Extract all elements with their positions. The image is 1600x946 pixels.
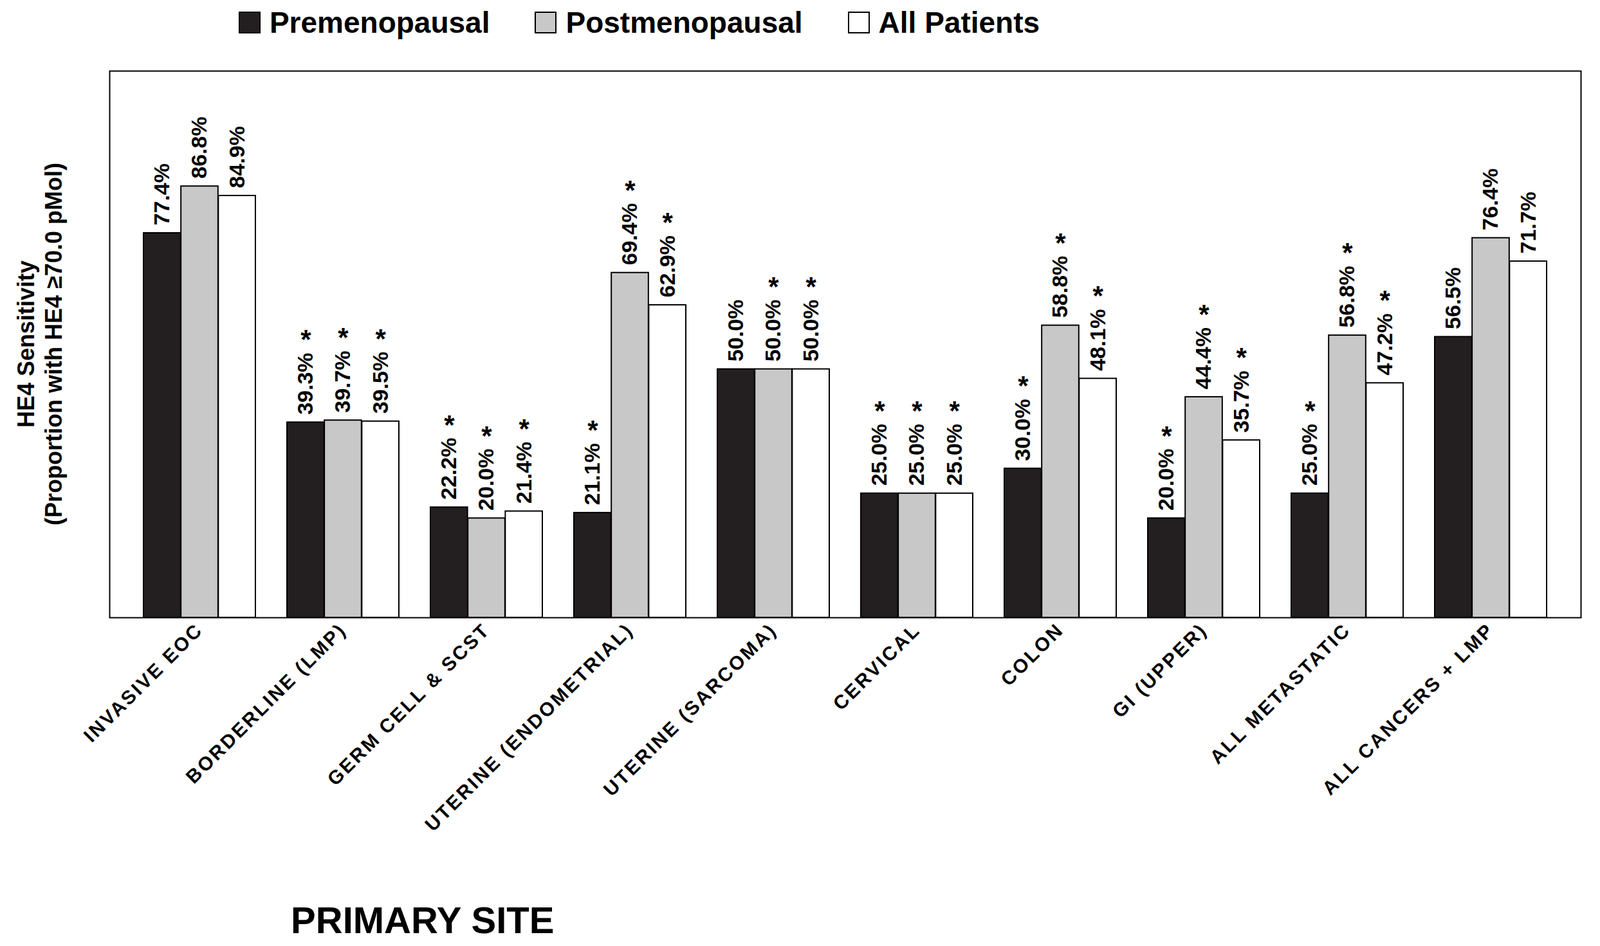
svg-text:20.0%: 20.0%	[473, 449, 498, 511]
svg-text:INVASIVE EOC: INVASIVE EOC	[79, 618, 207, 747]
svg-text:76.4%: 76.4%	[1477, 168, 1503, 231]
svg-text:25.0%: 25.0%	[866, 423, 892, 486]
svg-text:50.0%: 50.0%	[798, 299, 823, 362]
svg-text:BORDERLINE (LMP): BORDERLINE (LMP)	[181, 618, 350, 788]
svg-text:39.5%: 39.5%	[367, 351, 393, 414]
svg-text:*: *	[874, 395, 886, 426]
svg-text:86.8%: 86.8%	[186, 116, 212, 179]
svg-text:50.0%: 50.0%	[723, 299, 748, 362]
svg-text:*: *	[1161, 420, 1173, 451]
svg-text:35.7%: 35.7%	[1228, 370, 1254, 433]
svg-text:*: *	[1055, 227, 1067, 258]
svg-text:*: *	[806, 271, 818, 302]
svg-text:39.7%: 39.7%	[330, 350, 355, 413]
svg-text:GI (UPPER): GI (UPPER)	[1107, 618, 1211, 722]
svg-text:25.0%: 25.0%	[903, 423, 929, 486]
svg-text:*: *	[768, 271, 780, 302]
svg-text:*: *	[519, 413, 531, 444]
svg-text:*: *	[1236, 342, 1248, 373]
svg-text:20.0%: 20.0%	[1153, 449, 1178, 511]
svg-text:*: *	[1342, 237, 1353, 268]
svg-text:39.3%: 39.3%	[292, 352, 318, 415]
svg-text:77.4%: 77.4%	[149, 163, 174, 226]
svg-text:*: *	[443, 409, 455, 441]
svg-text:*: *	[949, 395, 961, 426]
html-text:Postmenopausal: Postmenopausal	[565, 5, 803, 40]
html-text:PRIMARY SITE: PRIMARY SITE	[290, 899, 555, 941]
svg-text:*: *	[911, 395, 923, 426]
svg-text:*: *	[481, 420, 493, 451]
svg-text:*: *	[1093, 280, 1104, 311]
svg-text:*: *	[587, 414, 599, 446]
svg-text:25.0%: 25.0%	[941, 423, 967, 486]
svg-text:44.4%: 44.4%	[1190, 327, 1216, 390]
html-text:HE4 Sensitivity (Proportion wi: HE4 Sensitivity (Proportion with HE4 ≥70…	[12, 162, 67, 526]
svg-text:56.5%: 56.5%	[1440, 267, 1465, 330]
html-text:Premenopausal: Premenopausal	[269, 5, 490, 40]
svg-text:50.0%: 50.0%	[760, 299, 785, 362]
svg-text:*: *	[1304, 395, 1316, 426]
svg-text:84.9%: 84.9%	[224, 126, 249, 188]
svg-text:*: *	[375, 323, 387, 354]
svg-text:*: *	[624, 174, 636, 206]
svg-text:*: *	[1379, 285, 1391, 316]
html-text:All Patients: All Patients	[878, 5, 1040, 40]
svg-text:62.9%: 62.9%	[654, 235, 680, 298]
svg-text:UTERINE (SARCOMA): UTERINE (SARCOMA)	[598, 618, 781, 801]
svg-text:21.4%: 21.4%	[511, 441, 536, 504]
svg-text:GERM CELL & SCST: GERM CELL & SCST	[322, 618, 494, 790]
svg-text:22.2%: 22.2%	[436, 438, 461, 500]
svg-text:*: *	[300, 324, 312, 355]
svg-text:30.0%: 30.0%	[1010, 398, 1035, 461]
svg-text:47.2%: 47.2%	[1372, 313, 1397, 376]
svg-text:*: *	[1017, 370, 1029, 401]
svg-text:COLON: COLON	[996, 618, 1068, 691]
svg-text:*: *	[662, 207, 674, 238]
svg-text:*: *	[337, 322, 349, 353]
svg-text:21.1%: 21.1%	[579, 443, 605, 506]
svg-text:UTERINE (ENDOMETRIAL): UTERINE (ENDOMETRIAL)	[420, 618, 638, 836]
svg-text:*: *	[1198, 299, 1210, 330]
svg-text:58.8%: 58.8%	[1047, 256, 1072, 318]
svg-text:ALL CANCERS + LMP: ALL CANCERS + LMP	[1318, 618, 1499, 800]
svg-text:56.8%: 56.8%	[1334, 265, 1359, 328]
svg-text:CERVICAL: CERVICAL	[828, 618, 924, 715]
svg-text:48.1%: 48.1%	[1085, 308, 1110, 371]
svg-text:71.7%: 71.7%	[1515, 191, 1541, 254]
svg-text:ALL METASTATIC: ALL METASTATIC	[1205, 618, 1355, 769]
svg-text:25.0%: 25.0%	[1296, 423, 1322, 486]
svg-text:69.4%: 69.4%	[616, 203, 642, 266]
